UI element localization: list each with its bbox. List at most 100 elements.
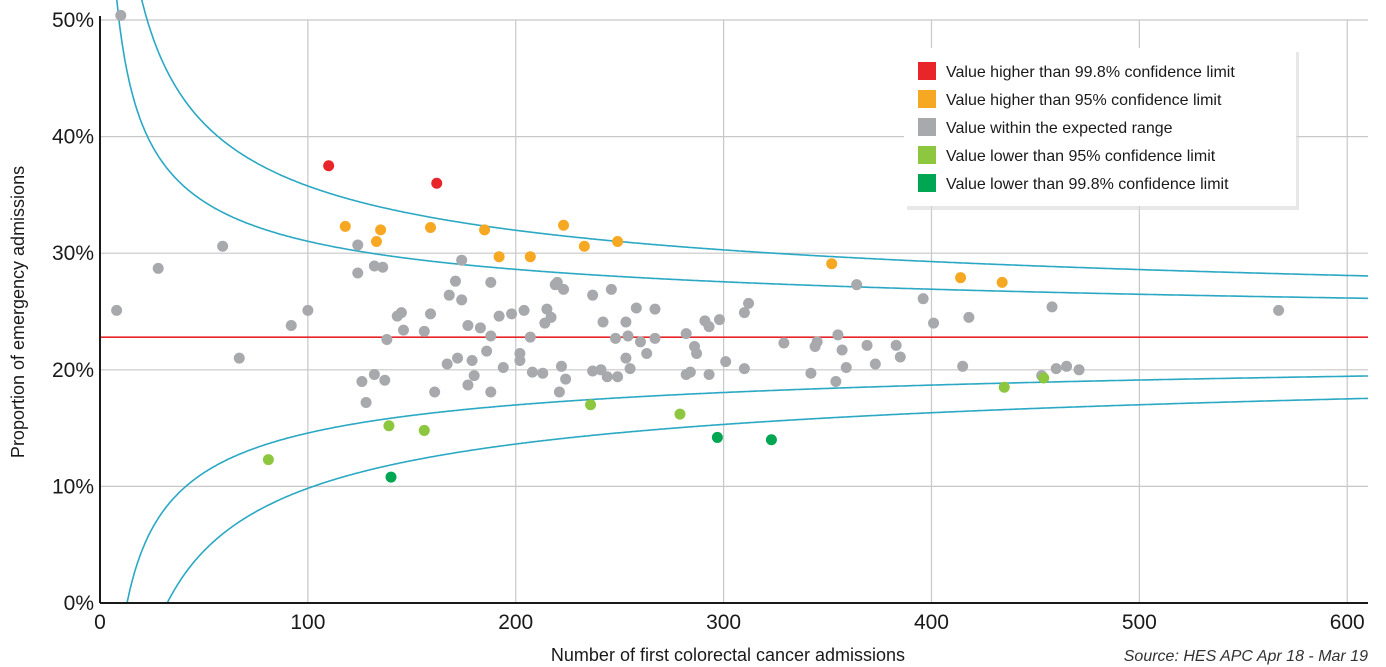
data-point [475, 322, 486, 333]
data-point [419, 425, 430, 436]
legend-label: Value within the expected range [946, 120, 1173, 137]
data-point [612, 236, 623, 247]
data-point [431, 178, 442, 189]
data-point [111, 305, 122, 316]
data-point [452, 353, 463, 364]
data-point [1051, 363, 1062, 374]
y-tick-labels: 0% 10% 20% 30% 40% 50% [52, 9, 94, 615]
data-point [469, 370, 480, 381]
data-point [323, 160, 334, 171]
y-tick-label: 20% [52, 359, 94, 382]
data-point [386, 472, 397, 483]
data-point [369, 369, 380, 380]
data-point [442, 358, 453, 369]
data-point [712, 432, 723, 443]
x-tick-label: 300 [706, 611, 741, 634]
x-tick-label: 500 [1122, 611, 1157, 634]
data-point [558, 220, 569, 231]
data-point [429, 386, 440, 397]
data-point [830, 376, 841, 387]
x-tick-labels: 0 100 200 300 400 500 600 [94, 611, 1365, 634]
x-axis-title: Number of first colorectal cancer admiss… [551, 645, 905, 665]
data-point [610, 333, 621, 344]
data-point [685, 367, 696, 378]
data-point [602, 371, 613, 382]
data-point [704, 321, 715, 332]
data-point [558, 284, 569, 295]
legend-label: Value higher than 95% confidence limit [946, 92, 1222, 109]
data-point [467, 355, 478, 366]
data-point [631, 303, 642, 314]
x-tick-label: 0 [94, 611, 106, 634]
y-tick-label: 40% [52, 126, 94, 149]
data-point [546, 312, 557, 323]
data-point [585, 399, 596, 410]
data-point [606, 284, 617, 295]
data-point [681, 328, 692, 339]
y-tick-label: 0% [64, 592, 94, 615]
data-point [381, 334, 392, 345]
data-point [862, 340, 873, 351]
x-tick-label: 400 [914, 611, 949, 634]
data-point [1038, 372, 1049, 383]
data-point [691, 348, 702, 359]
data-point [396, 307, 407, 318]
data-point [494, 311, 505, 322]
legend-label: Value lower than 99.8% confidence limit [946, 176, 1229, 193]
source-note: Source: HES APC Apr 18 - Mar 19 [1124, 648, 1368, 665]
data-point [479, 224, 490, 235]
data-point [263, 454, 274, 465]
data-point [743, 298, 754, 309]
data-point [714, 314, 725, 325]
data-point [525, 332, 536, 343]
data-point [837, 344, 848, 355]
data-point [999, 382, 1010, 393]
data-point [579, 241, 590, 252]
data-point [641, 348, 652, 359]
data-point [302, 305, 313, 316]
data-point [286, 320, 297, 331]
data-point [963, 312, 974, 323]
data-point [485, 277, 496, 288]
data-point [895, 351, 906, 362]
data-point [340, 221, 351, 232]
data-point [462, 379, 473, 390]
legend-swatch [918, 90, 936, 108]
data-point [832, 329, 843, 340]
data-point [778, 337, 789, 348]
legend-swatch [918, 146, 936, 164]
legend-swatch [918, 174, 936, 192]
y-tick-label: 10% [52, 475, 94, 498]
data-point [352, 240, 363, 251]
data-point [1074, 364, 1085, 375]
data-point [674, 409, 685, 420]
data-point [622, 330, 633, 341]
data-point [361, 397, 372, 408]
data-point [891, 340, 902, 351]
data-point [425, 222, 436, 233]
data-point [841, 362, 852, 373]
data-point [485, 330, 496, 341]
legend-swatch [918, 62, 936, 80]
data-point [635, 336, 646, 347]
data-point [527, 367, 538, 378]
data-point [1273, 305, 1284, 316]
data-point [485, 386, 496, 397]
data-point [519, 305, 530, 316]
data-point [957, 361, 968, 372]
data-point [234, 353, 245, 364]
data-point [739, 363, 750, 374]
data-point [720, 356, 731, 367]
data-point [398, 325, 409, 336]
data-point [587, 290, 598, 301]
data-point [462, 320, 473, 331]
data-point [375, 224, 386, 235]
data-point [383, 420, 394, 431]
data-point [851, 279, 862, 290]
data-point [805, 368, 816, 379]
data-point [997, 277, 1008, 288]
data-point [650, 333, 661, 344]
data-point [826, 258, 837, 269]
y-axis-title: Proportion of emergency admissions [8, 166, 28, 458]
